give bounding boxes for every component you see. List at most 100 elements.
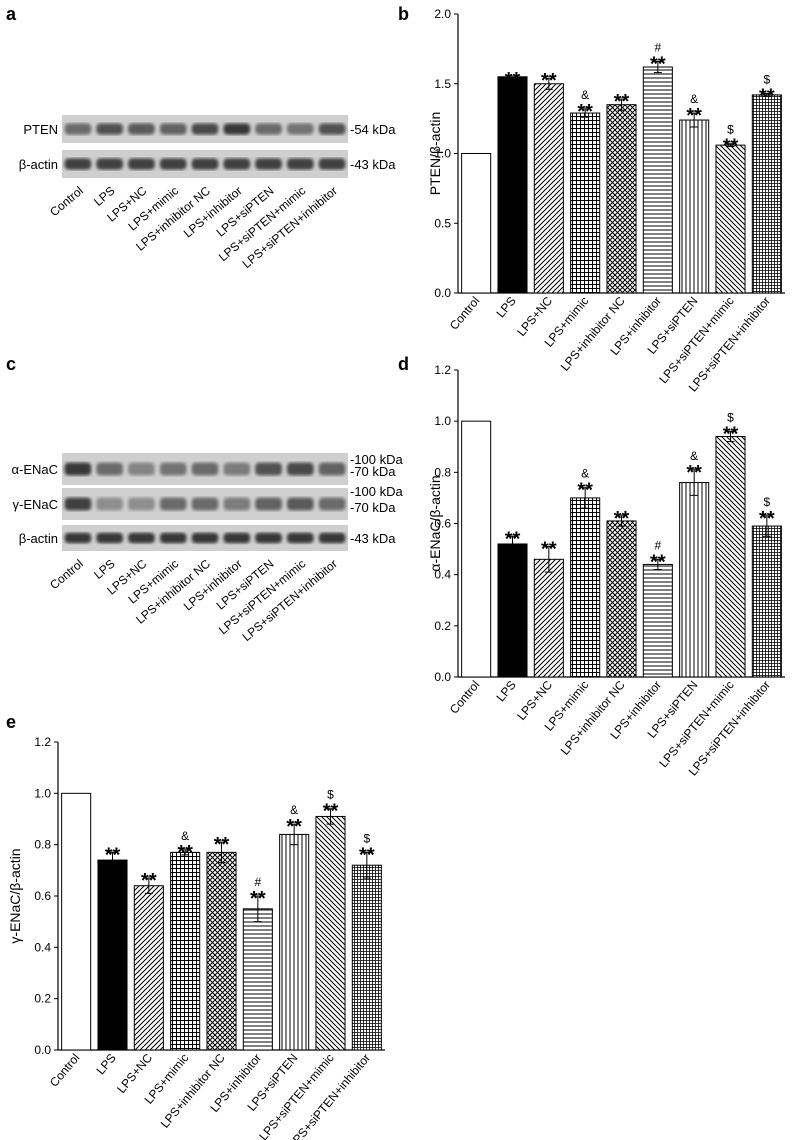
y-tick-label: 1.5: [434, 77, 451, 91]
comparison-marker: &: [690, 92, 698, 106]
bar-5: [206, 851, 237, 1051]
lane-label: Control: [47, 184, 86, 220]
protein-band: [159, 123, 187, 135]
significance-label: **: [541, 539, 557, 561]
molecular-weight-marker: -100 kDa: [350, 452, 404, 467]
significance-label: **: [541, 70, 557, 92]
protein-band: [223, 123, 251, 135]
protein-band: [128, 158, 155, 170]
category-label: LPS+inhibitor NC: [158, 1051, 228, 1131]
bar-8: [315, 815, 346, 1051]
bar-1: [461, 420, 492, 678]
bar-7: [279, 833, 310, 1051]
comparison-marker: $: [327, 788, 334, 802]
bar-6: [642, 563, 673, 678]
panel-letter-d: d: [398, 354, 409, 374]
panel-letter-c: c: [6, 354, 16, 374]
comparison-marker: #: [654, 40, 661, 54]
y-tick-label: 1.2: [434, 363, 451, 377]
protein-band: [64, 497, 92, 511]
protein-band: [128, 462, 155, 476]
significance-label: **: [577, 480, 593, 502]
category-label: LPS: [493, 294, 518, 320]
protein-band: [318, 497, 346, 511]
protein-band: [159, 158, 187, 170]
significance-label: **: [650, 551, 666, 573]
y-tick-label: 0.6: [434, 517, 451, 531]
blot-row-label: β-actin: [19, 157, 58, 172]
y-tick-label: 2.0: [434, 7, 451, 21]
y-tick-label: 1.0: [434, 414, 451, 428]
panel-letter-a: a: [6, 4, 17, 24]
significance-label: **: [614, 91, 630, 113]
significance-label: **: [723, 423, 739, 445]
y-axis-label: PTEN/β-actin: [427, 112, 443, 196]
protein-band: [96, 158, 124, 170]
protein-band: [255, 123, 282, 135]
significance-label: **: [759, 508, 775, 530]
protein-band: [64, 158, 92, 170]
bar-chart-e: 0.0 0.2 0.4 0.6 0.8 1.0 1.2 γ-ENaC/β-actin Contr…: [7, 735, 385, 1140]
significance-label: **: [723, 136, 739, 158]
protein-band: [223, 462, 251, 476]
molecular-weight-marker: -70 kDa: [350, 464, 396, 479]
protein-band: [96, 462, 124, 476]
protein-band: [128, 123, 155, 135]
protein-band: [286, 123, 314, 135]
protein-band: [64, 532, 92, 544]
bar-2: [497, 76, 528, 294]
bar-5: [606, 520, 637, 678]
y-tick-label: 0.0: [434, 286, 451, 300]
significance-label: **: [686, 462, 702, 484]
y-tick-label: 0.6: [34, 889, 51, 903]
protein-band: [223, 158, 251, 170]
bar-8: [715, 144, 746, 294]
significance-label: **: [505, 69, 521, 91]
comparison-marker: &: [181, 829, 189, 843]
blot-row-label: α-ENaC: [11, 462, 58, 477]
molecular-weight-marker: -70 kDa: [350, 500, 396, 515]
protein-band: [191, 497, 219, 511]
lane-label: Control: [47, 557, 86, 593]
y-tick-label: 0.4: [34, 940, 51, 954]
molecular-weight-marker: -54 kDa: [350, 122, 396, 137]
protein-band: [191, 532, 219, 544]
protein-band: [191, 158, 219, 170]
protein-band: [159, 462, 187, 476]
protein-band: [318, 158, 346, 170]
y-axis-label: γ-ENaC/β-actin: [7, 848, 23, 943]
bar-chart-d: 0.0 0.2 0.4 0.6 0.8 1.0 1.2 α-ENaC/β-actin Contr…: [427, 363, 785, 778]
comparison-marker: $: [727, 410, 734, 424]
protein-band: [64, 462, 92, 476]
comparison-marker: &: [690, 449, 698, 463]
protein-band: [286, 462, 314, 476]
blot-row-label: β-actin: [19, 531, 58, 546]
bar-9: [751, 525, 782, 678]
protein-band: [286, 158, 314, 170]
protein-band: [128, 532, 155, 544]
molecular-weight-marker: -43 kDa: [350, 531, 396, 546]
significance-label: **: [577, 101, 593, 123]
protein-band: [318, 462, 346, 476]
significance-label: **: [650, 53, 666, 75]
bar-4: [570, 497, 601, 678]
protein-band: [223, 532, 251, 544]
category-label: LPS+inhibitor NC: [558, 294, 628, 374]
protein-band: [96, 497, 124, 511]
protein-band: [64, 123, 92, 135]
protein-band: [128, 497, 155, 511]
significance-label: **: [177, 842, 193, 864]
molecular-weight-marker: -43 kDa: [350, 157, 396, 172]
y-axis-label: α-ENaC/β-actin: [427, 475, 443, 571]
comparison-marker: #: [654, 538, 661, 552]
comparison-marker: $: [363, 831, 370, 845]
bar-chart-b: 0.0 0.5 1.0 1.5 2.0 PTEN/β-actin Control ** LPS *…: [427, 7, 785, 394]
category-label: Control: [447, 294, 483, 333]
protein-band: [255, 497, 282, 511]
protein-band: [286, 532, 314, 544]
category-label: LPS: [93, 1051, 118, 1077]
bar-6: [242, 908, 273, 1051]
significance-label: **: [686, 105, 702, 127]
